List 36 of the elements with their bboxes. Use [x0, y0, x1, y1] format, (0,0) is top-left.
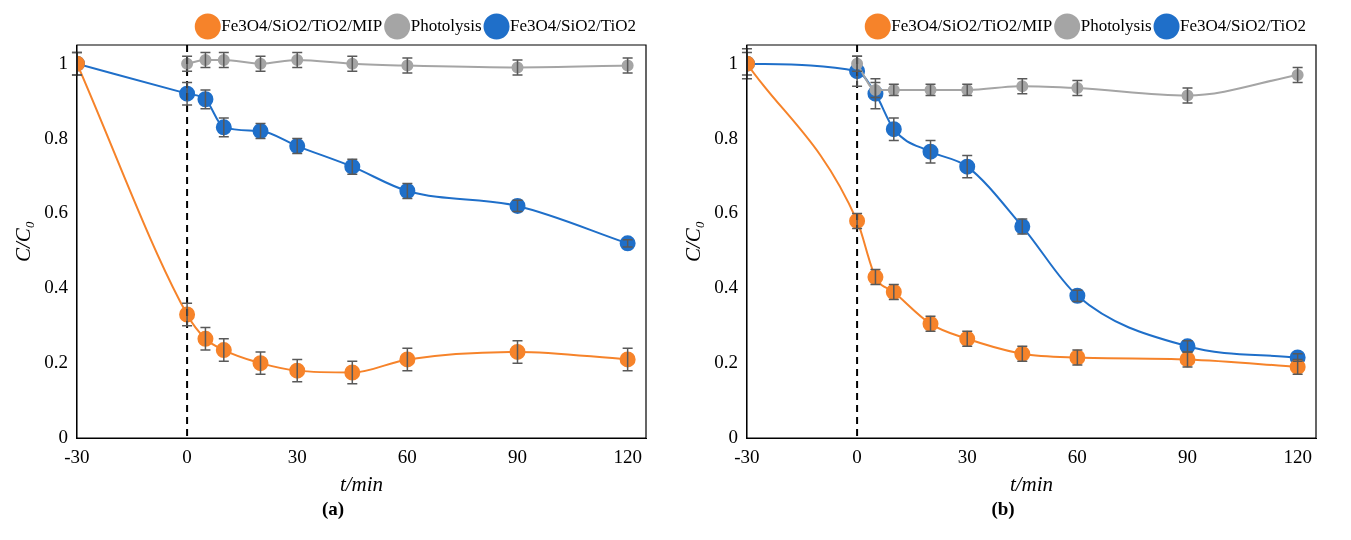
y-tick-label: 1: [728, 51, 738, 73]
x-tick-label: -30: [734, 446, 760, 468]
x-tick-label: 60: [397, 446, 417, 468]
x-tick-label: 0: [852, 446, 862, 468]
legend-label: Fe3O4/SiO2/TiO2/MIP: [891, 15, 1053, 35]
y-tick-label: 0.8: [714, 126, 738, 148]
x-tick-label: 30: [287, 446, 307, 468]
y-axis-title: C/C₀: [681, 220, 706, 263]
y-axis-title: C/C₀: [11, 220, 36, 263]
x-tick-label: 120: [613, 446, 642, 468]
x-tick-label: -30: [64, 446, 90, 468]
y-tick-label: 0.6: [44, 201, 68, 223]
y-tick-label: 0.6: [714, 201, 738, 223]
y-tick-label: 0.4: [44, 276, 69, 298]
x-tick-label: 0: [182, 446, 192, 468]
legend-label: Fe3O4/SiO2/TiO2: [510, 15, 636, 35]
x-tick-label: 90: [1178, 446, 1197, 468]
x-axis-title: t/min: [339, 471, 384, 496]
y-tick-label: 0.2: [44, 351, 68, 373]
y-tick-label: 0.8: [44, 126, 68, 148]
text: (b): [990, 498, 1016, 520]
x-tick-label: 90: [508, 446, 527, 468]
y-tick-label: 0.2: [714, 351, 738, 373]
legend-label: Photolysis: [410, 15, 482, 35]
legend-label: Fe3O4/SiO2/TiO2: [1180, 15, 1306, 35]
y-tick-label: 1: [58, 51, 68, 73]
x-tick-label: 30: [957, 446, 977, 468]
legend-label: Photolysis: [1080, 15, 1152, 35]
text: (a): [320, 498, 346, 520]
x-tick-label: 120: [1283, 446, 1312, 468]
x-axis-title: t/min: [1009, 471, 1054, 496]
legend-label: Fe3O4/SiO2/TiO2/MIP: [221, 15, 383, 35]
y-tick-label: 0.4: [714, 276, 739, 298]
x-tick-label: 60: [1067, 446, 1087, 468]
y-tick-label: 0: [728, 425, 738, 447]
y-tick-label: 0: [58, 425, 68, 447]
